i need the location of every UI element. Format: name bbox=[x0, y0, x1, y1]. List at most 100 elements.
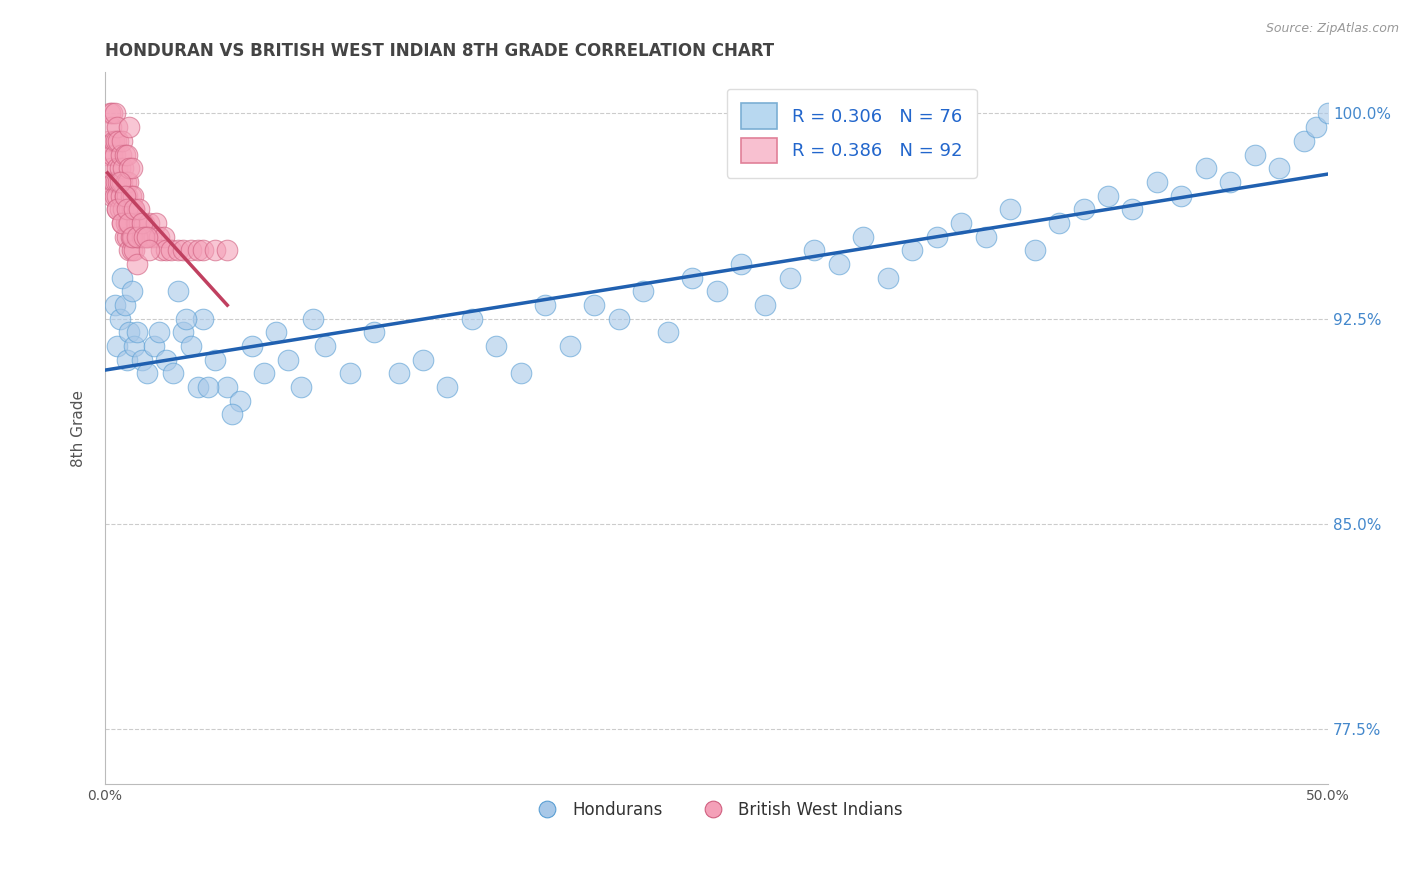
Point bbox=[1121, 202, 1143, 217]
Point bbox=[115, 202, 138, 217]
Point bbox=[101, 147, 124, 161]
Point bbox=[974, 229, 997, 244]
Point bbox=[631, 285, 654, 299]
Point bbox=[950, 216, 973, 230]
Point bbox=[107, 134, 129, 148]
Point bbox=[167, 244, 190, 258]
Point bbox=[125, 229, 148, 244]
Point bbox=[754, 298, 776, 312]
Point bbox=[111, 216, 134, 230]
Point bbox=[180, 244, 202, 258]
Point bbox=[363, 326, 385, 340]
Point bbox=[114, 147, 136, 161]
Text: Source: ZipAtlas.com: Source: ZipAtlas.com bbox=[1265, 22, 1399, 36]
Point bbox=[998, 202, 1021, 217]
Point bbox=[187, 244, 209, 258]
Point bbox=[135, 367, 157, 381]
Point bbox=[112, 161, 135, 176]
Point bbox=[96, 147, 118, 161]
Point bbox=[228, 393, 250, 408]
Point bbox=[118, 120, 141, 135]
Point bbox=[277, 352, 299, 367]
Point bbox=[1047, 216, 1070, 230]
Point bbox=[534, 298, 557, 312]
Point bbox=[128, 202, 150, 217]
Point bbox=[925, 229, 948, 244]
Point bbox=[217, 244, 239, 258]
Point bbox=[115, 352, 138, 367]
Point bbox=[105, 161, 128, 176]
Point bbox=[104, 106, 127, 120]
Point bbox=[105, 202, 128, 217]
Point bbox=[104, 147, 127, 161]
Point bbox=[114, 188, 136, 202]
Point bbox=[114, 298, 136, 312]
Point bbox=[131, 352, 153, 367]
Point bbox=[104, 298, 127, 312]
Point bbox=[121, 229, 143, 244]
Point bbox=[1292, 134, 1315, 148]
Point bbox=[117, 175, 139, 189]
Point bbox=[124, 202, 146, 217]
Point bbox=[167, 285, 190, 299]
Point bbox=[485, 339, 508, 353]
Point bbox=[114, 188, 136, 202]
Point bbox=[162, 367, 184, 381]
Point bbox=[138, 244, 160, 258]
Point bbox=[1317, 106, 1340, 120]
Point bbox=[122, 188, 145, 202]
Point bbox=[314, 339, 336, 353]
Legend: Hondurans, British West Indians: Hondurans, British West Indians bbox=[524, 794, 910, 825]
Point bbox=[108, 161, 131, 176]
Point bbox=[107, 175, 129, 189]
Point bbox=[98, 175, 121, 189]
Point bbox=[124, 339, 146, 353]
Point bbox=[172, 326, 194, 340]
Point bbox=[150, 244, 173, 258]
Point bbox=[105, 339, 128, 353]
Point bbox=[97, 134, 120, 148]
Point bbox=[779, 270, 801, 285]
Point bbox=[100, 120, 122, 135]
Point bbox=[110, 147, 132, 161]
Point bbox=[134, 216, 156, 230]
Point bbox=[155, 244, 177, 258]
Point bbox=[122, 229, 145, 244]
Point bbox=[145, 216, 167, 230]
Point bbox=[105, 202, 128, 217]
Point bbox=[1305, 120, 1327, 135]
Point bbox=[131, 229, 153, 244]
Point bbox=[125, 216, 148, 230]
Point bbox=[1097, 188, 1119, 202]
Point bbox=[509, 367, 531, 381]
Point bbox=[108, 175, 131, 189]
Point bbox=[142, 229, 165, 244]
Point bbox=[101, 188, 124, 202]
Point bbox=[112, 202, 135, 217]
Point bbox=[152, 229, 174, 244]
Point bbox=[138, 216, 160, 230]
Point bbox=[121, 161, 143, 176]
Point bbox=[583, 298, 606, 312]
Point bbox=[339, 367, 361, 381]
Text: HONDURAN VS BRITISH WEST INDIAN 8TH GRADE CORRELATION CHART: HONDURAN VS BRITISH WEST INDIAN 8TH GRAD… bbox=[105, 42, 775, 60]
Point bbox=[124, 202, 146, 217]
Point bbox=[110, 188, 132, 202]
Point bbox=[125, 257, 148, 271]
Point bbox=[901, 244, 924, 258]
Point bbox=[121, 285, 143, 299]
Point bbox=[172, 244, 194, 258]
Point bbox=[558, 339, 581, 353]
Point bbox=[191, 244, 214, 258]
Point bbox=[142, 339, 165, 353]
Point bbox=[290, 380, 312, 394]
Point bbox=[187, 380, 209, 394]
Point bbox=[115, 188, 138, 202]
Point bbox=[240, 339, 263, 353]
Point bbox=[118, 244, 141, 258]
Point bbox=[115, 147, 138, 161]
Point bbox=[1146, 175, 1168, 189]
Point bbox=[412, 352, 434, 367]
Point bbox=[103, 134, 125, 148]
Point bbox=[148, 326, 170, 340]
